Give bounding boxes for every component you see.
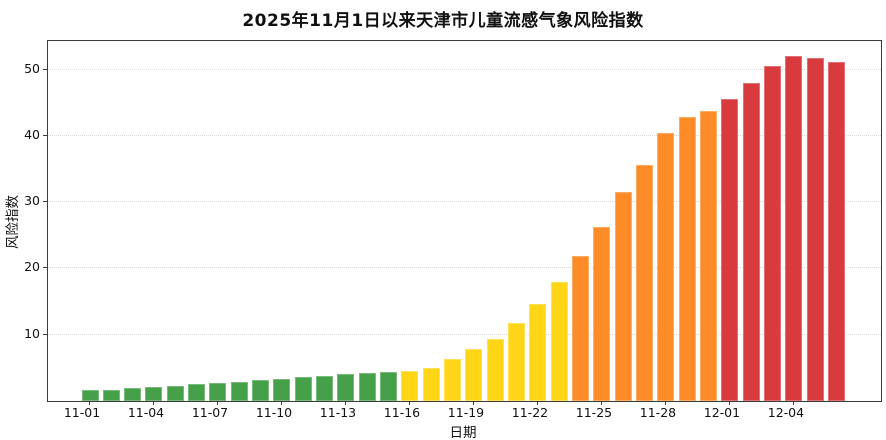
bar-11-30: [700, 111, 718, 401]
bar-11-07: [209, 383, 227, 401]
bar-11-24: [572, 256, 590, 401]
ytick-mark-30: [43, 201, 47, 203]
xtick-mark-11-25: [600, 401, 602, 405]
xtick-label-12-04: 12-04: [767, 405, 805, 420]
chart-title: 2025年11月1日以来天津市儿童流感气象风险指数: [242, 11, 644, 31]
bar-11-25: [593, 226, 611, 401]
xtick-mark-11-22: [536, 401, 538, 405]
gridline-y50: [48, 68, 881, 70]
bar-11-01: [81, 390, 99, 401]
xtick-label-11-25: 11-25: [575, 405, 613, 420]
bar-11-18: [444, 359, 462, 401]
xtick-label-11-19: 11-19: [447, 405, 485, 420]
gridline-y20: [48, 267, 881, 269]
bar-11-06: [188, 384, 206, 401]
xtick-label-12-01: 12-01: [703, 405, 741, 420]
gridline-y30: [48, 201, 881, 203]
bar-11-14: [358, 372, 376, 401]
ytick-label-40: 40: [24, 126, 40, 142]
ytick-mark-10: [43, 333, 47, 335]
xtick-label-11-10: 11-10: [255, 405, 293, 420]
bar-11-26: [614, 192, 632, 401]
xtick-mark-11-28: [664, 401, 666, 405]
bar-11-28: [657, 132, 675, 401]
bar-11-08: [230, 381, 248, 401]
bar-11-04: [145, 387, 163, 401]
x-axis-label: 日期: [449, 425, 477, 440]
bar-12-04: [785, 56, 803, 401]
bar-11-13: [337, 374, 355, 401]
xtick-label-11-13: 11-13: [319, 405, 357, 420]
xtick-mark-11-04: [152, 401, 154, 405]
bar-11-11: [294, 377, 312, 401]
bar-11-12: [316, 376, 334, 401]
xtick-label-11-01: 11-01: [63, 405, 101, 420]
bar-11-21: [508, 322, 526, 401]
bar-11-10: [273, 379, 291, 401]
bar-12-05: [806, 58, 824, 401]
gridline-y10: [48, 333, 881, 335]
ytick-label-20: 20: [24, 259, 40, 275]
ytick-mark-40: [43, 134, 47, 136]
bar-11-02: [102, 389, 120, 401]
bar-12-01: [721, 98, 739, 401]
bar-11-03: [124, 388, 142, 401]
bar-11-16: [401, 370, 419, 401]
xtick-label-11-07: 11-07: [191, 405, 229, 420]
bar-11-23: [550, 281, 568, 401]
xtick-mark-11-13: [344, 401, 346, 405]
gridline-y40: [48, 134, 881, 136]
xtick-label-11-22: 11-22: [511, 405, 549, 420]
xtick-label-11-28: 11-28: [639, 405, 677, 420]
bar-11-22: [529, 304, 547, 401]
bar-11-29: [678, 116, 696, 401]
bar-12-02: [742, 82, 760, 401]
bar-11-27: [636, 164, 654, 401]
xtick-mark-11-19: [472, 401, 474, 405]
bar-11-19: [465, 349, 483, 401]
bar-11-15: [380, 371, 398, 401]
ytick-mark-50: [43, 68, 47, 70]
bar-12-06: [828, 61, 846, 401]
bar-12-03: [764, 65, 782, 401]
xtick-label-11-04: 11-04: [127, 405, 165, 420]
bar-11-05: [166, 385, 184, 401]
ytick-label-50: 50: [24, 60, 40, 76]
xtick-mark-12-04: [792, 401, 794, 405]
ytick-mark-20: [43, 267, 47, 269]
bar-11-20: [486, 339, 504, 401]
ytick-label-30: 30: [24, 193, 40, 209]
xtick-label-11-16: 11-16: [383, 405, 421, 420]
xtick-mark-11-10: [280, 401, 282, 405]
plot-area: [47, 40, 882, 402]
xtick-mark-12-01: [728, 401, 730, 405]
bar-11-09: [252, 380, 270, 401]
ytick-label-10: 10: [24, 325, 40, 341]
xtick-mark-11-16: [408, 401, 410, 405]
bar-11-17: [422, 367, 440, 401]
xtick-mark-11-01: [89, 401, 90, 405]
xtick-mark-11-07: [216, 401, 218, 405]
